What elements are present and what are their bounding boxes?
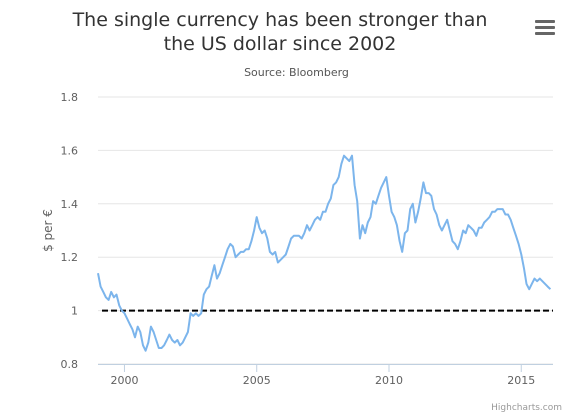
y-tick-label: 0.8 bbox=[61, 358, 79, 371]
menu-bar bbox=[535, 20, 555, 23]
menu-bar bbox=[535, 32, 555, 35]
x-tick-label: 2000 bbox=[110, 374, 138, 387]
y-axis: 0.8 1 1.2 1.4 1.6 1.8 bbox=[61, 91, 79, 371]
series-line[interactable] bbox=[97, 154, 552, 352]
y-tick-label: 1 bbox=[71, 305, 78, 318]
x-tick-label: 2005 bbox=[243, 374, 271, 387]
x-axis: 2000 2005 2010 2015 bbox=[98, 364, 553, 387]
chart-title: The single currency has been stronger th… bbox=[72, 9, 488, 55]
y-axis-title: $ per € bbox=[41, 209, 55, 252]
x-tick-label: 2010 bbox=[375, 374, 403, 387]
y-tick-label: 1.6 bbox=[61, 144, 79, 157]
grid-lines bbox=[98, 96, 553, 365]
x-tick-label: 2015 bbox=[507, 374, 535, 387]
menu-bar bbox=[535, 26, 555, 29]
y-tick-label: 1.8 bbox=[61, 91, 79, 104]
y-tick-label: 1.4 bbox=[61, 198, 79, 211]
hamburger-menu-icon[interactable] bbox=[535, 20, 555, 38]
series-group bbox=[97, 154, 552, 352]
credits-link[interactable]: Highcharts.com bbox=[491, 403, 562, 413]
y-tick-label: 1.2 bbox=[61, 251, 79, 264]
chart-subtitle: Source: Bloomberg bbox=[244, 66, 349, 79]
